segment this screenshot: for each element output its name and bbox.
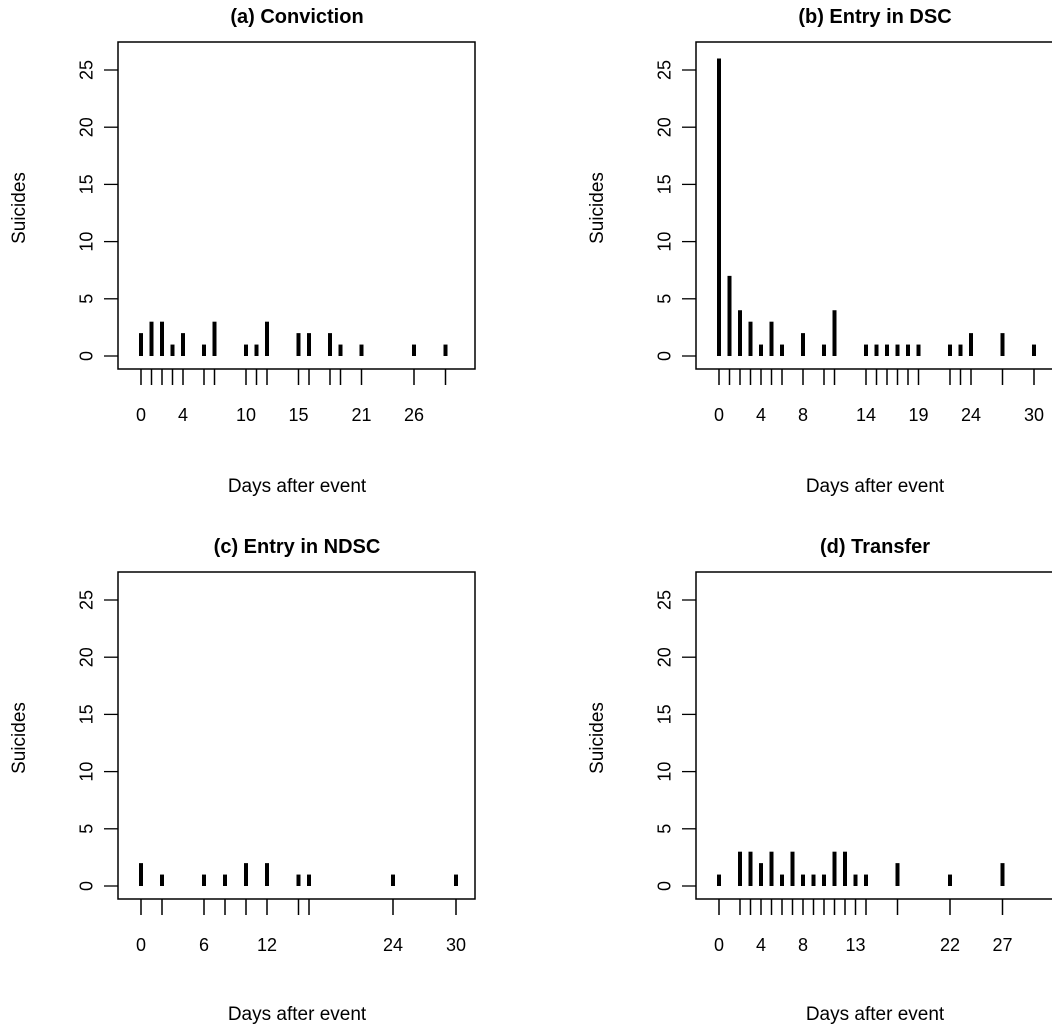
y-tick-label: 5 xyxy=(76,824,96,834)
panel-entry-dsc: (b) Entry in DSC Days after event Suicid… xyxy=(587,6,1052,497)
y-tick-label: 10 xyxy=(76,232,96,252)
x-tick-label: 21 xyxy=(351,405,371,425)
x-tick-label: 0 xyxy=(136,405,146,425)
y-axis-label: Suicides xyxy=(9,172,30,244)
x-tick-label: 30 xyxy=(1024,405,1044,425)
panel-entry-ndsc: (c) Entry in NDSC Days after event Suici… xyxy=(9,536,476,1025)
panel-transfer: (d) Transfer Days after event Suicides 0… xyxy=(587,536,1052,1025)
x-axis-label: Days after event xyxy=(806,476,945,497)
x-axis-label: Days after event xyxy=(228,1004,367,1025)
y-tick-label: 10 xyxy=(76,762,96,782)
y-tick-label: 15 xyxy=(76,174,96,194)
y-tick-label: 25 xyxy=(654,60,674,80)
y-tick-label: 15 xyxy=(76,704,96,724)
x-tick-label: 24 xyxy=(383,935,403,955)
y-tick-label: 10 xyxy=(654,762,674,782)
x-tick-label: 30 xyxy=(446,935,466,955)
y-tick-label: 20 xyxy=(76,117,96,137)
chart-title: (b) Entry in DSC xyxy=(798,6,951,28)
y-tick-label: 5 xyxy=(654,824,674,834)
y-tick-label: 20 xyxy=(654,117,674,137)
y-tick-label: 5 xyxy=(76,294,96,304)
panel-conviction: (a) Conviction Days after event Suicides… xyxy=(9,6,476,497)
x-tick-label: 4 xyxy=(178,405,188,425)
x-tick-label: 0 xyxy=(714,405,724,425)
x-tick-label: 12 xyxy=(257,935,277,955)
y-tick-label: 25 xyxy=(76,60,96,80)
x-tick-label: 13 xyxy=(845,935,865,955)
y-tick-label: 10 xyxy=(654,232,674,252)
y-tick-label: 0 xyxy=(654,881,674,891)
plot-frame xyxy=(117,571,476,900)
y-tick-label: 0 xyxy=(76,351,96,361)
x-tick-label: 27 xyxy=(992,935,1012,955)
chart-title: (d) Transfer xyxy=(820,536,930,558)
y-tick-label: 15 xyxy=(654,704,674,724)
x-tick-label: 19 xyxy=(908,405,928,425)
x-axis-label: Days after event xyxy=(228,476,367,497)
plot-frame xyxy=(695,41,1052,370)
x-tick-label: 4 xyxy=(756,935,766,955)
y-axis-label: Suicides xyxy=(587,702,608,774)
x-tick-label: 10 xyxy=(236,405,256,425)
x-tick-label: 4 xyxy=(756,405,766,425)
y-tick-label: 5 xyxy=(654,294,674,304)
x-tick-label: 22 xyxy=(940,935,960,955)
plot-frame xyxy=(695,571,1052,900)
y-tick-label: 15 xyxy=(654,174,674,194)
y-tick-label: 25 xyxy=(654,590,674,610)
x-axis-label: Days after event xyxy=(806,1004,945,1025)
chart-title: (a) Conviction xyxy=(230,6,363,28)
x-tick-label: 14 xyxy=(856,405,876,425)
x-tick-label: 8 xyxy=(798,935,808,955)
plot-frame xyxy=(117,41,476,370)
y-tick-label: 0 xyxy=(654,351,674,361)
y-tick-label: 25 xyxy=(76,590,96,610)
chart-title: (c) Entry in NDSC xyxy=(214,536,381,558)
x-tick-label: 8 xyxy=(798,405,808,425)
x-tick-label: 15 xyxy=(288,405,308,425)
x-tick-label: 26 xyxy=(404,405,424,425)
y-axis-label: Suicides xyxy=(587,172,608,244)
y-tick-label: 20 xyxy=(654,647,674,667)
x-tick-label: 24 xyxy=(961,405,981,425)
y-axis-label: Suicides xyxy=(9,702,30,774)
x-tick-label: 6 xyxy=(199,935,209,955)
x-tick-label: 0 xyxy=(714,935,724,955)
y-tick-label: 0 xyxy=(76,881,96,891)
y-tick-label: 20 xyxy=(76,647,96,667)
x-tick-label: 0 xyxy=(136,935,146,955)
